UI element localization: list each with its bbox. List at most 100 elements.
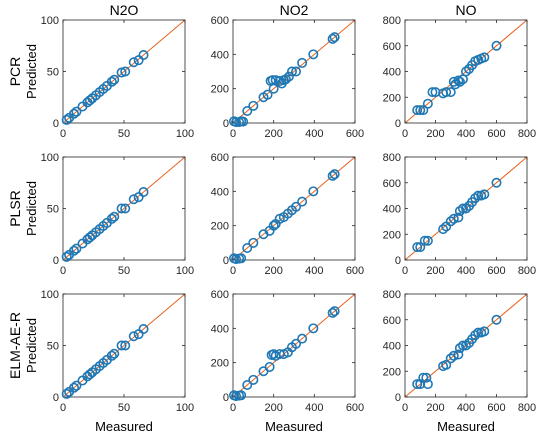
data-point [291, 201, 302, 212]
x-tick-label: 600 [487, 402, 505, 414]
subplot-3-2: 0 200 400 600 0 200 400 600 [211, 289, 365, 414]
data-point [445, 216, 456, 227]
x-tick-label: 400 [457, 128, 475, 140]
y-tick-label: 600 [383, 315, 401, 327]
y-tick-label: 600 [211, 15, 229, 27]
y-axis-label: Predicted [24, 318, 39, 373]
reference-line [232, 19, 356, 124]
data-point [120, 66, 131, 77]
x-tick-label: 200 [426, 265, 444, 277]
x-tick-label: 600 [346, 128, 364, 140]
x-tick-label: 600 [487, 128, 505, 140]
data-point [116, 203, 127, 214]
data-point [61, 251, 72, 262]
data-point [415, 105, 426, 116]
data-point [116, 340, 127, 351]
data-point [454, 343, 465, 354]
data-point [109, 74, 120, 85]
x-tick-label: 0 [402, 265, 408, 277]
subplot-2-3: 0 200 400 600 800 0 200 400 600 800 [383, 152, 537, 277]
data-point [445, 87, 456, 98]
subplot-2-2: 0 200 400 600 0 200 400 600 [211, 152, 365, 277]
x-tick-label: 400 [305, 402, 323, 414]
data-point [84, 95, 95, 106]
data-point [470, 193, 481, 204]
data-point [422, 235, 433, 246]
x-tick-label: 400 [305, 265, 323, 277]
x-tick-label: 400 [457, 265, 475, 277]
y-tick-label: 400 [211, 186, 229, 198]
data-point [84, 232, 95, 243]
row-title: PLSR [7, 190, 23, 227]
data-point [71, 380, 82, 391]
y-tick-label: 0 [395, 118, 401, 130]
data-point [327, 307, 338, 318]
subplot-2-1: 0 50 100 0 50 100 [41, 152, 195, 277]
data-point [120, 203, 131, 214]
x-axis-label: Measured [265, 419, 323, 434]
reference-line [62, 19, 186, 124]
y-tick-label: 400 [383, 204, 401, 216]
x-tick-label: 100 [176, 265, 194, 277]
y-tick-label: 400 [211, 49, 229, 61]
x-tick-label: 800 [518, 265, 536, 277]
data-point [68, 382, 79, 393]
data-point [71, 106, 82, 117]
reference-line [232, 293, 356, 398]
data-point [473, 327, 484, 338]
data-point [68, 245, 79, 256]
data-point [264, 361, 275, 372]
y-tick-label: 200 [383, 366, 401, 378]
data-point [308, 323, 319, 334]
y-tick-label: 0 [53, 392, 59, 404]
data-point [479, 52, 490, 63]
y-tick-label: 200 [383, 92, 401, 104]
subplot-1-3: 0 200 400 600 800 0 200 400 600 800 [383, 15, 537, 140]
data-point [248, 237, 259, 248]
data-point [128, 331, 139, 342]
x-tick-label: 0 [402, 402, 408, 414]
x-tick-label: 0 [402, 128, 408, 140]
x-tick-label: 800 [518, 402, 536, 414]
data-point [491, 177, 502, 188]
data-point [291, 66, 302, 77]
data-point [460, 340, 471, 351]
data-point [479, 189, 490, 200]
data-point [327, 33, 338, 44]
subplot-3-1: 0 50 100 0 50 100 [41, 289, 195, 414]
data-point [138, 187, 149, 198]
y-axis-label: Predicted [24, 44, 39, 99]
data-point [412, 242, 423, 253]
data-point [268, 220, 279, 231]
data-point [460, 66, 471, 77]
y-tick-label: 800 [383, 15, 401, 27]
data-point [448, 350, 459, 361]
y-tick-label: 50 [47, 204, 59, 216]
y-tick-label: 0 [223, 255, 229, 267]
x-tick-label: 400 [457, 402, 475, 414]
data-point [268, 349, 279, 360]
y-tick-label: 400 [383, 341, 401, 353]
data-point [106, 213, 117, 224]
row-title: PCR [7, 57, 23, 87]
data-point [419, 235, 430, 246]
data-point [438, 224, 449, 235]
data-point [441, 359, 452, 370]
x-tick-label: 50 [118, 402, 130, 414]
data-point [470, 330, 481, 341]
data-point [236, 390, 247, 401]
y-tick-label: 100 [41, 289, 59, 301]
data-point [274, 75, 285, 86]
data-point [329, 32, 340, 43]
x-tick-label: 0 [230, 265, 236, 277]
y-tick-label: 200 [211, 84, 229, 96]
x-axis-label: Measured [437, 419, 495, 434]
column-title: NO [456, 2, 477, 18]
data-point [457, 340, 468, 351]
reference-line [62, 293, 186, 398]
subplot-3-3: 0 200 400 600 800 0 200 400 600 800 [383, 289, 537, 414]
data-point [242, 105, 253, 116]
y-tick-label: 0 [395, 392, 401, 404]
x-tick-label: 200 [264, 265, 282, 277]
